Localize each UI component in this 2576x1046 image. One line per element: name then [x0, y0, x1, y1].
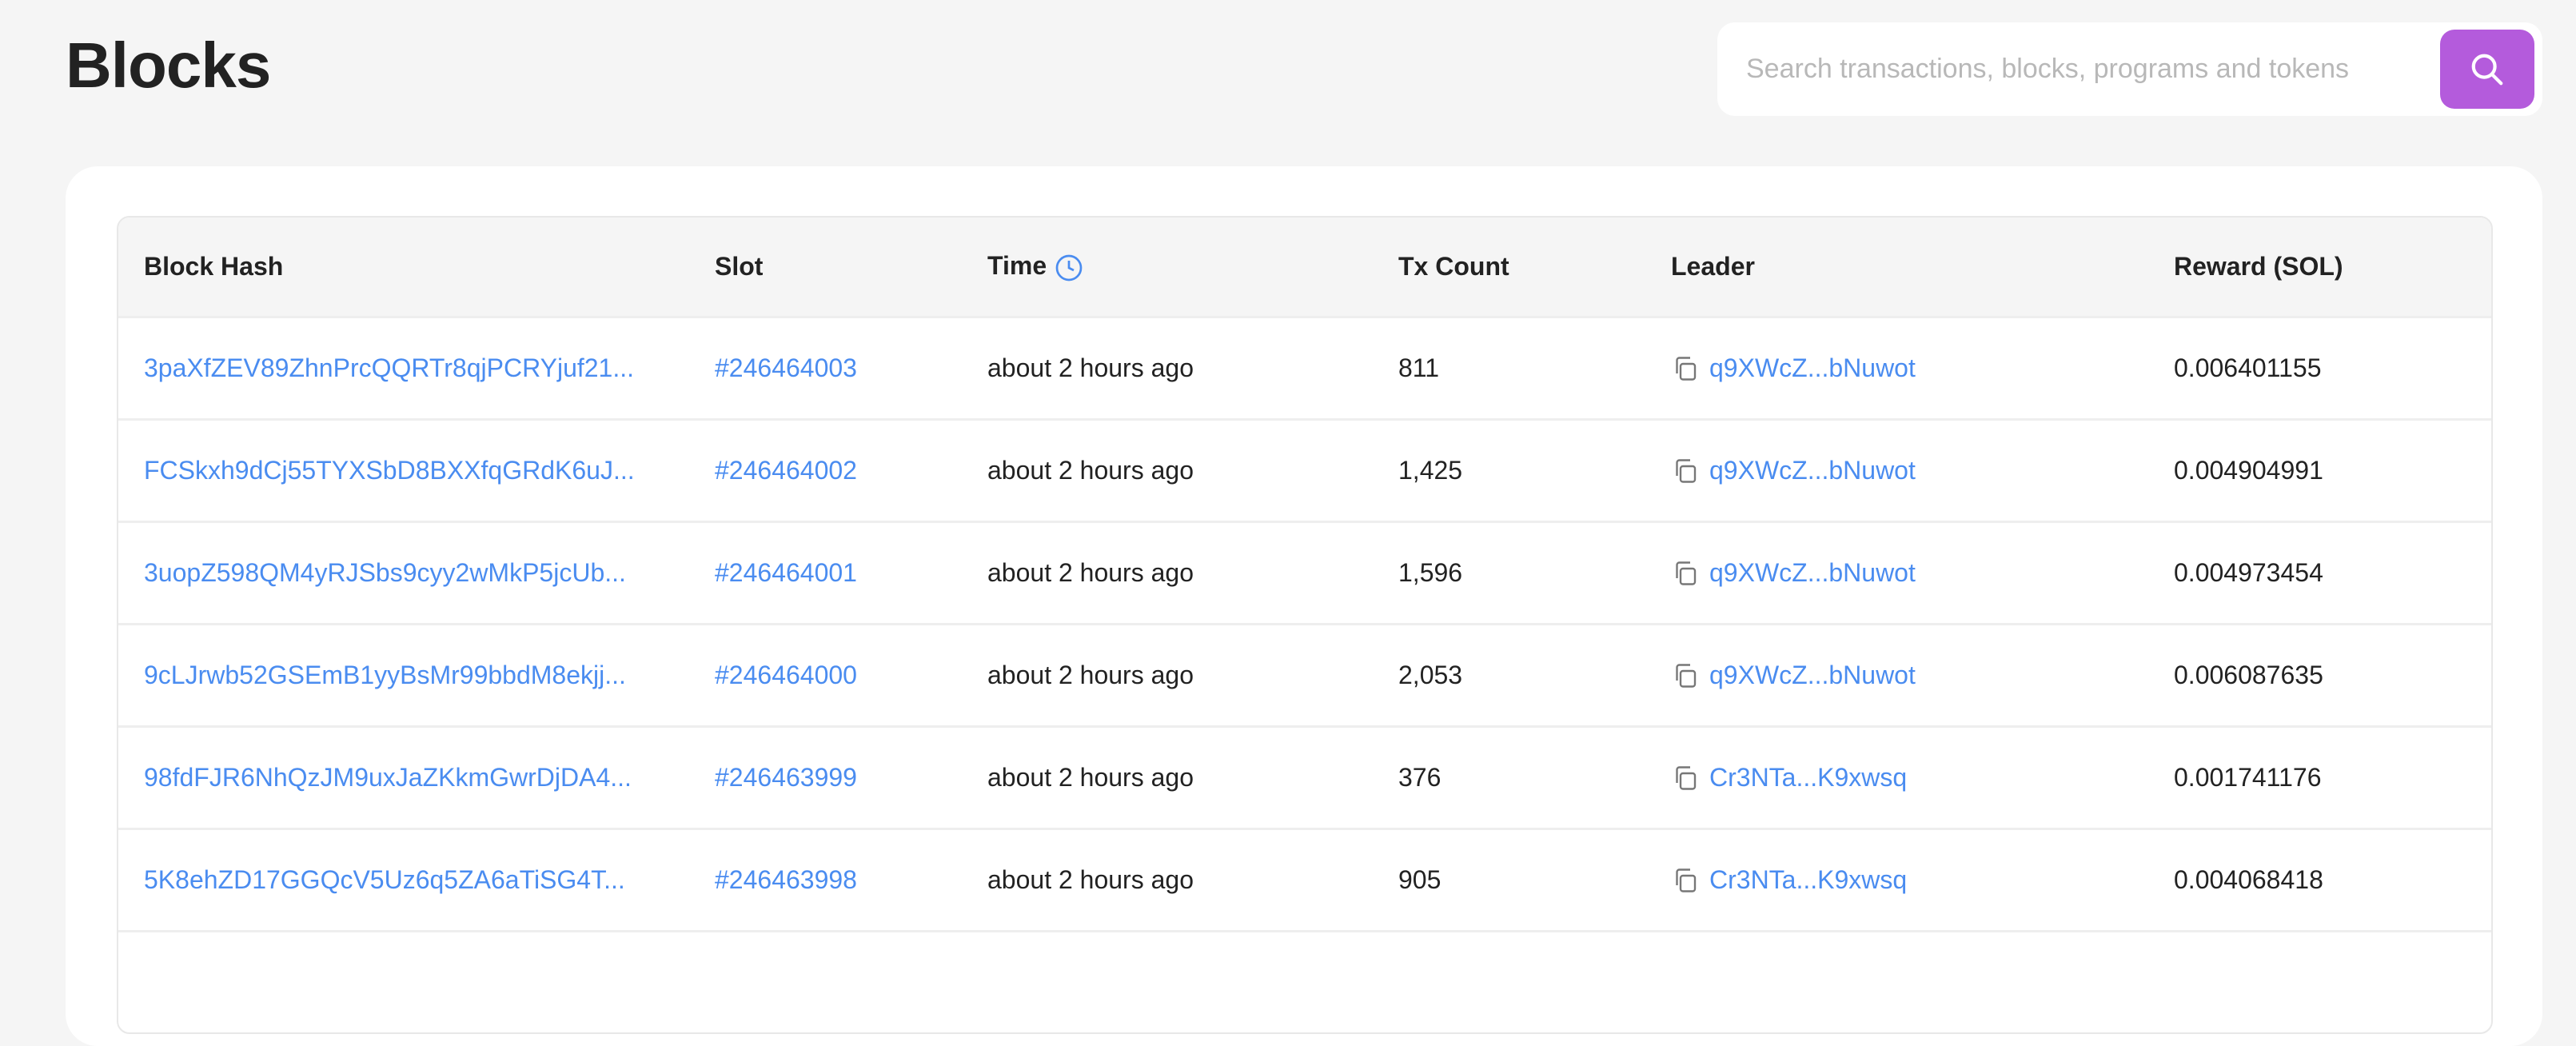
table-row: 5K8ehZD17GGQcV5Uz6q5ZA6aTiSG4T... #24646…: [118, 828, 2491, 930]
slot-link[interactable]: #246463999: [715, 763, 857, 792]
table-row: 98fdFJR6NhQzJM9uxJaZKkmGwrDjDA4... #2464…: [118, 725, 2491, 828]
block-time: about 2 hours ago: [987, 763, 1194, 792]
copy-icon[interactable]: [1671, 764, 1700, 792]
leader-link[interactable]: q9XWcZ...bNuwot: [1709, 558, 1916, 587]
copy-icon[interactable]: [1671, 457, 1700, 485]
search-bar: [1717, 22, 2542, 116]
tx-count: 811: [1398, 353, 1440, 382]
clock-icon[interactable]: [1055, 254, 1083, 282]
leader-cell: q9XWcZ...bNuwot: [1671, 353, 1916, 383]
header-time-label: Time: [987, 251, 1047, 281]
header-tx-count: Tx Count: [1398, 252, 1509, 281]
block-time: about 2 hours ago: [987, 353, 1194, 382]
search-input[interactable]: [1746, 54, 2426, 85]
blocks-card: Block Hash Slot Time Tx Count Leader Rew…: [66, 166, 2542, 1046]
tx-count: 2,053: [1398, 661, 1463, 689]
reward: 0.001741176: [2174, 763, 2322, 792]
leader-cell: Cr3NTa...K9xwsq: [1671, 865, 1907, 895]
block-time: about 2 hours ago: [987, 558, 1194, 587]
table-row: FCSkxh9dCj55TYXSbD8BXXfqGRdK6uJ... #2464…: [118, 418, 2491, 521]
leader-cell: q9XWcZ...bNuwot: [1671, 661, 1916, 690]
block-hash-link[interactable]: 3uopZ598QM4yRJSbs9cyy2wMkP5jcUb...: [144, 558, 626, 587]
copy-icon[interactable]: [1671, 866, 1700, 895]
copy-icon[interactable]: [1671, 559, 1700, 588]
header-slot: Slot: [715, 252, 764, 281]
reward: 0.004973454: [2174, 558, 2323, 587]
block-hash-link[interactable]: 9cLJrwb52GSEmB1yyBsMr99bbdM8ekjj...: [144, 661, 626, 689]
tx-count: 1,596: [1398, 558, 1463, 587]
header-reward: Reward (SOL): [2174, 252, 2343, 281]
copy-icon[interactable]: [1671, 354, 1700, 383]
tx-count: 376: [1398, 763, 1442, 792]
reward: 0.004068418: [2174, 865, 2323, 894]
page-title: Blocks: [66, 30, 271, 101]
block-time: about 2 hours ago: [987, 456, 1194, 485]
block-hash-link[interactable]: 3paXfZEV89ZhnPrcQQRTr8qjPCRYjuf21...: [144, 353, 635, 382]
header-leader: Leader: [1671, 252, 1755, 281]
slot-link[interactable]: #246464000: [715, 661, 857, 689]
table-header: Block Hash Slot Time Tx Count Leader Rew…: [118, 218, 2491, 316]
table-row: 3paXfZEV89ZhnPrcQQRTr8qjPCRYjuf21... #24…: [118, 316, 2491, 418]
block-hash-link[interactable]: 5K8ehZD17GGQcV5Uz6q5ZA6aTiSG4T...: [144, 865, 625, 894]
leader-cell: Cr3NTa...K9xwsq: [1671, 763, 1907, 792]
block-time: about 2 hours ago: [987, 661, 1194, 689]
slot-link[interactable]: #246464001: [715, 558, 857, 587]
tx-count: 905: [1398, 865, 1442, 894]
header-block-hash: Block Hash: [144, 252, 284, 281]
reward: 0.006087635: [2174, 661, 2323, 689]
header-time[interactable]: Time: [987, 251, 1083, 282]
table-row: [118, 930, 2491, 1032]
leader-link[interactable]: q9XWcZ...bNuwot: [1709, 353, 1916, 382]
slot-link[interactable]: #246463998: [715, 865, 857, 894]
tx-count: 1,425: [1398, 456, 1463, 485]
leader-link[interactable]: Cr3NTa...K9xwsq: [1709, 763, 1908, 792]
block-hash-link[interactable]: FCSkxh9dCj55TYXSbD8BXXfqGRdK6uJ...: [144, 456, 635, 485]
leader-cell: q9XWcZ...bNuwot: [1671, 558, 1916, 588]
leader-link[interactable]: q9XWcZ...bNuwot: [1709, 456, 1916, 485]
leader-cell: q9XWcZ...bNuwot: [1671, 456, 1916, 485]
leader-link[interactable]: Cr3NTa...K9xwsq: [1709, 865, 1908, 894]
slot-link[interactable]: #246464002: [715, 456, 857, 485]
search-icon: [2471, 54, 2503, 85]
block-hash-link[interactable]: 98fdFJR6NhQzJM9uxJaZKkmGwrDjDA4...: [144, 763, 632, 792]
blocks-table: Block Hash Slot Time Tx Count Leader Rew…: [117, 216, 2493, 1034]
leader-link[interactable]: q9XWcZ...bNuwot: [1709, 661, 1916, 689]
table-row: 9cLJrwb52GSEmB1yyBsMr99bbdM8ekjj... #246…: [118, 623, 2491, 725]
search-button[interactable]: [2440, 30, 2534, 109]
reward: 0.006401155: [2174, 353, 2322, 382]
block-time: about 2 hours ago: [987, 865, 1194, 894]
slot-link[interactable]: #246464003: [715, 353, 857, 382]
table-row: 3uopZ598QM4yRJSbs9cyy2wMkP5jcUb... #2464…: [118, 521, 2491, 623]
copy-icon[interactable]: [1671, 661, 1700, 690]
reward: 0.004904991: [2174, 456, 2323, 485]
